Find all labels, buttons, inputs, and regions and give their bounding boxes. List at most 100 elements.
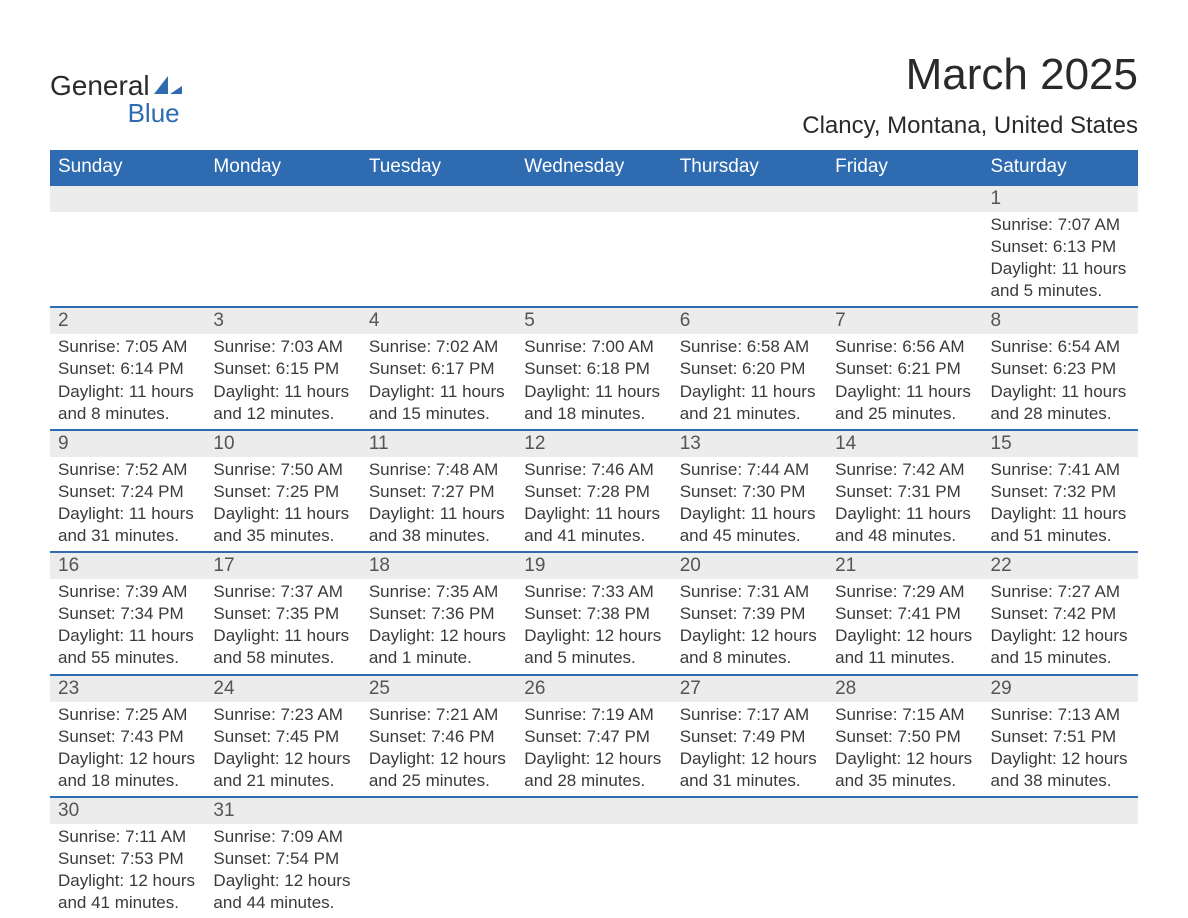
day-number: 13	[672, 431, 827, 457]
sunrise-text: Sunrise: 7:03 AM	[213, 336, 352, 358]
day-number-cell	[516, 797, 671, 824]
sunrise-text: Sunrise: 7:19 AM	[524, 704, 663, 726]
day-number: 23	[50, 676, 205, 702]
calendar-daynum-row: 9101112131415	[50, 430, 1138, 457]
day-info-cell: Sunrise: 7:13 AMSunset: 7:51 PMDaylight:…	[983, 702, 1138, 797]
daylight-text: Daylight: 11 hours	[369, 503, 508, 525]
day-number-cell	[672, 185, 827, 212]
day-number-cell	[516, 185, 671, 212]
daylight-text: and 15 minutes.	[991, 647, 1130, 669]
day-number: 29	[983, 676, 1138, 702]
sunrise-text: Sunrise: 7:15 AM	[835, 704, 974, 726]
day-info-cell: Sunrise: 7:50 AMSunset: 7:25 PMDaylight:…	[205, 457, 360, 552]
day-number: 31	[205, 798, 360, 824]
daylight-text: and 12 minutes.	[213, 403, 352, 425]
daylight-text: Daylight: 11 hours	[991, 381, 1130, 403]
day-number-cell: 4	[361, 307, 516, 334]
daylight-text: Daylight: 11 hours	[524, 381, 663, 403]
daylight-text: Daylight: 12 hours	[369, 625, 508, 647]
daylight-text: Daylight: 11 hours	[991, 503, 1130, 525]
weekday-header: Sunday	[50, 150, 205, 185]
sunrise-text: Sunrise: 7:42 AM	[835, 459, 974, 481]
daylight-text: and 25 minutes.	[835, 403, 974, 425]
day-number-cell: 22	[983, 552, 1138, 579]
day-info-cell: Sunrise: 7:35 AMSunset: 7:36 PMDaylight:…	[361, 579, 516, 674]
sunset-text: Sunset: 7:41 PM	[835, 603, 974, 625]
daylight-text: and 55 minutes.	[58, 647, 197, 669]
day-number-cell: 19	[516, 552, 671, 579]
daylight-text: and 38 minutes.	[991, 770, 1130, 792]
sunrise-text: Sunrise: 7:02 AM	[369, 336, 508, 358]
day-info-cell	[205, 212, 360, 307]
daylight-text: and 31 minutes.	[58, 525, 197, 547]
day-number-cell: 16	[50, 552, 205, 579]
daylight-text: and 25 minutes.	[369, 770, 508, 792]
daylight-text: and 35 minutes.	[213, 525, 352, 547]
day-number-cell: 14	[827, 430, 982, 457]
day-number-cell: 2	[50, 307, 205, 334]
sunset-text: Sunset: 7:34 PM	[58, 603, 197, 625]
day-number-cell	[827, 797, 982, 824]
sunrise-text: Sunrise: 7:13 AM	[991, 704, 1130, 726]
day-info-cell	[361, 212, 516, 307]
day-info-cell: Sunrise: 7:15 AMSunset: 7:50 PMDaylight:…	[827, 702, 982, 797]
daylight-text: Daylight: 12 hours	[58, 748, 197, 770]
daylight-text: Daylight: 12 hours	[991, 625, 1130, 647]
sunrise-text: Sunrise: 7:09 AM	[213, 826, 352, 848]
day-number-cell: 15	[983, 430, 1138, 457]
sunrise-text: Sunrise: 7:35 AM	[369, 581, 508, 603]
day-number-cell: 26	[516, 675, 671, 702]
day-number-cell: 25	[361, 675, 516, 702]
daylight-text: Daylight: 11 hours	[835, 381, 974, 403]
day-info-cell: Sunrise: 7:19 AMSunset: 7:47 PMDaylight:…	[516, 702, 671, 797]
calendar-daynum-row: 23242526272829	[50, 675, 1138, 702]
day-info-cell: Sunrise: 7:07 AMSunset: 6:13 PMDaylight:…	[983, 212, 1138, 307]
day-number-cell	[361, 797, 516, 824]
sunrise-text: Sunrise: 7:17 AM	[680, 704, 819, 726]
day-info-cell: Sunrise: 7:29 AMSunset: 7:41 PMDaylight:…	[827, 579, 982, 674]
calendar-daynum-row: 3031	[50, 797, 1138, 824]
day-info-cell: Sunrise: 7:52 AMSunset: 7:24 PMDaylight:…	[50, 457, 205, 552]
sunrise-text: Sunrise: 6:56 AM	[835, 336, 974, 358]
sunset-text: Sunset: 7:31 PM	[835, 481, 974, 503]
daylight-text: Daylight: 12 hours	[369, 748, 508, 770]
day-info-cell: Sunrise: 7:41 AMSunset: 7:32 PMDaylight:…	[983, 457, 1138, 552]
daylight-text: and 44 minutes.	[213, 892, 352, 914]
daylight-text: and 38 minutes.	[369, 525, 508, 547]
logo: General Blue	[50, 70, 182, 129]
daylight-text: Daylight: 11 hours	[835, 503, 974, 525]
day-number-cell	[50, 185, 205, 212]
day-number: 2	[50, 308, 205, 334]
sunset-text: Sunset: 7:46 PM	[369, 726, 508, 748]
sunrise-text: Sunrise: 7:52 AM	[58, 459, 197, 481]
sunset-text: Sunset: 7:45 PM	[213, 726, 352, 748]
sunrise-text: Sunrise: 7:41 AM	[991, 459, 1130, 481]
sunrise-text: Sunrise: 7:46 AM	[524, 459, 663, 481]
day-number-cell: 31	[205, 797, 360, 824]
weekday-header: Tuesday	[361, 150, 516, 185]
sunset-text: Sunset: 7:42 PM	[991, 603, 1130, 625]
day-number-cell: 21	[827, 552, 982, 579]
day-number-cell: 18	[361, 552, 516, 579]
day-number-cell: 1	[983, 185, 1138, 212]
daylight-text: and 58 minutes.	[213, 647, 352, 669]
logo-text-blue: Blue	[50, 98, 180, 129]
sunrise-text: Sunrise: 7:33 AM	[524, 581, 663, 603]
calendar-header-row: SundayMondayTuesdayWednesdayThursdayFrid…	[50, 150, 1138, 185]
day-info-cell	[672, 212, 827, 307]
day-info-cell	[50, 212, 205, 307]
daylight-text: Daylight: 12 hours	[991, 748, 1130, 770]
sunrise-text: Sunrise: 7:37 AM	[213, 581, 352, 603]
day-number: 14	[827, 431, 982, 457]
daylight-text: Daylight: 12 hours	[213, 748, 352, 770]
day-info-cell: Sunrise: 7:21 AMSunset: 7:46 PMDaylight:…	[361, 702, 516, 797]
sunset-text: Sunset: 7:38 PM	[524, 603, 663, 625]
day-number: 5	[516, 308, 671, 334]
daylight-text: Daylight: 11 hours	[213, 381, 352, 403]
sunrise-text: Sunrise: 7:27 AM	[991, 581, 1130, 603]
sunrise-text: Sunrise: 7:07 AM	[991, 214, 1130, 236]
day-number-cell: 20	[672, 552, 827, 579]
sunrise-text: Sunrise: 7:23 AM	[213, 704, 352, 726]
day-number: 16	[50, 553, 205, 579]
daylight-text: Daylight: 11 hours	[524, 503, 663, 525]
